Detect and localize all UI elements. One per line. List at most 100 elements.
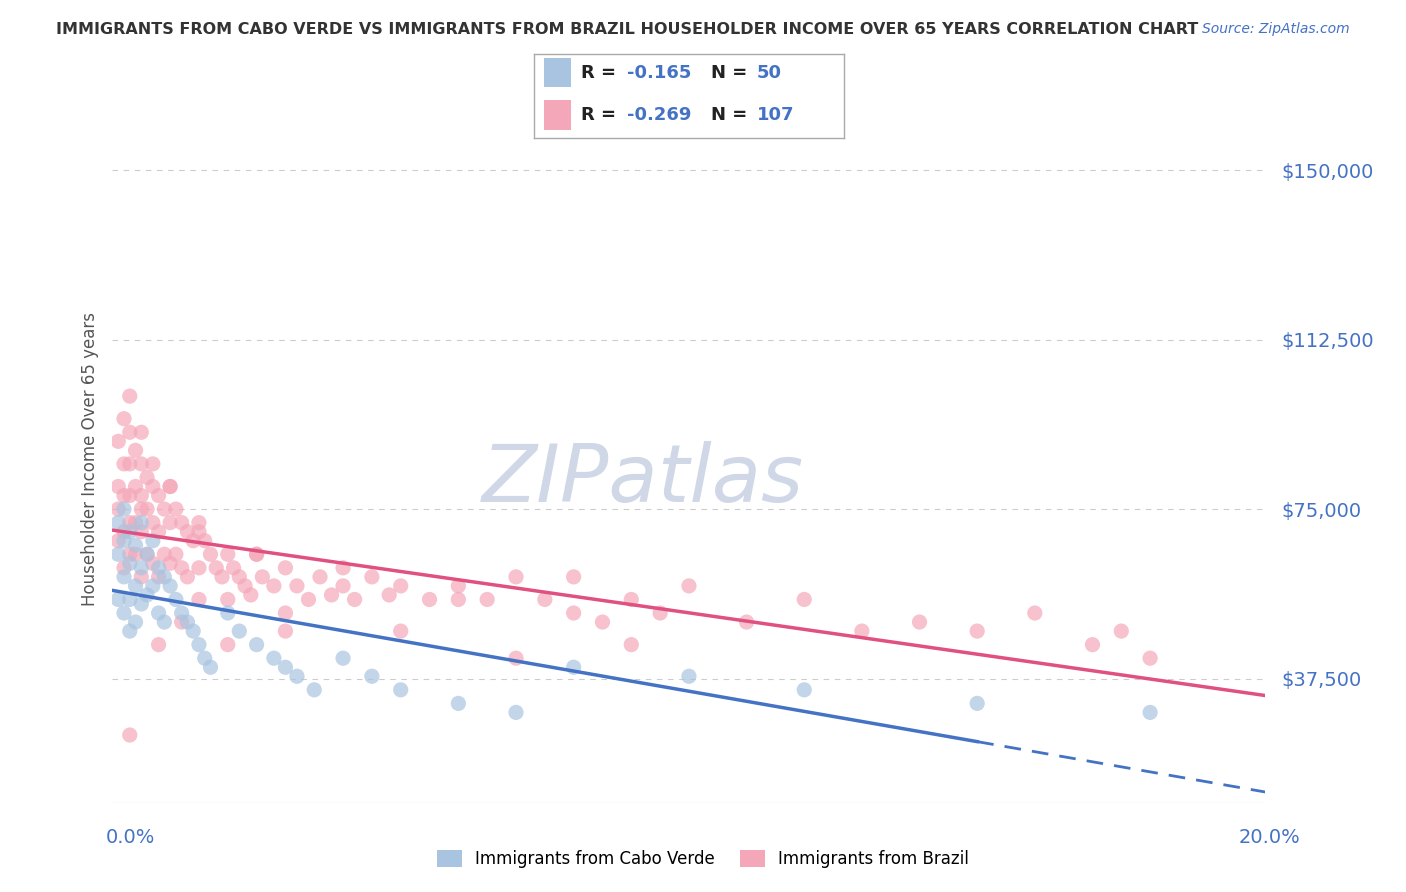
Point	[118, 516, 141, 530]
Point	[389, 579, 412, 593]
Point	[142, 533, 165, 548]
Point	[505, 570, 527, 584]
Point	[159, 579, 181, 593]
Text: 107: 107	[756, 106, 794, 124]
Point	[124, 443, 146, 458]
Point	[188, 516, 211, 530]
Point	[188, 638, 211, 652]
Point	[129, 502, 153, 516]
Point	[447, 697, 470, 711]
Point	[129, 561, 153, 575]
Point	[165, 592, 187, 607]
Point	[148, 606, 170, 620]
Point	[246, 547, 269, 561]
Point	[332, 651, 354, 665]
Text: ZIPatlas: ZIPatlas	[482, 441, 804, 519]
Point	[112, 533, 135, 548]
Text: -0.165: -0.165	[627, 63, 692, 81]
Point	[228, 624, 250, 639]
Point	[562, 660, 585, 674]
Point	[650, 606, 672, 620]
Point	[966, 624, 988, 639]
Point	[505, 706, 527, 720]
Text: IMMIGRANTS FROM CABO VERDE VS IMMIGRANTS FROM BRAZIL HOUSEHOLDER INCOME OVER 65 : IMMIGRANTS FROM CABO VERDE VS IMMIGRANTS…	[56, 22, 1198, 37]
Point	[159, 479, 181, 493]
Point	[222, 561, 245, 575]
Legend: Immigrants from Cabo Verde, Immigrants from Brazil: Immigrants from Cabo Verde, Immigrants f…	[430, 843, 976, 875]
Point	[153, 502, 176, 516]
Point	[332, 579, 354, 593]
Point	[124, 538, 146, 552]
Point	[136, 470, 159, 484]
Point	[181, 624, 204, 639]
Point	[360, 570, 382, 584]
Point	[142, 457, 165, 471]
Point	[148, 561, 170, 575]
Point	[148, 524, 170, 539]
Point	[107, 533, 129, 548]
Point	[136, 547, 159, 561]
Point	[129, 570, 153, 584]
Point	[118, 624, 141, 639]
Point	[332, 561, 354, 575]
Point	[793, 592, 815, 607]
Point	[118, 489, 141, 503]
Point	[176, 615, 198, 629]
Point	[285, 669, 308, 683]
Point	[153, 547, 176, 561]
Point	[297, 592, 319, 607]
Point	[124, 579, 146, 593]
Point	[112, 570, 135, 584]
Point	[200, 547, 222, 561]
Point	[118, 728, 141, 742]
Point	[112, 561, 135, 575]
Point	[188, 524, 211, 539]
Point	[793, 682, 815, 697]
Point	[851, 624, 873, 639]
Point	[112, 524, 135, 539]
Point	[505, 651, 527, 665]
Point	[534, 592, 557, 607]
Point	[159, 557, 181, 571]
Point	[447, 579, 470, 593]
Point	[274, 660, 297, 674]
Text: 20.0%: 20.0%	[1239, 828, 1301, 847]
Point	[170, 561, 193, 575]
Point	[188, 592, 211, 607]
Text: N =: N =	[710, 106, 754, 124]
Point	[966, 697, 988, 711]
Point	[107, 502, 129, 516]
Point	[217, 592, 239, 607]
Point	[107, 434, 129, 449]
Point	[239, 588, 262, 602]
Point	[360, 669, 382, 683]
Point	[129, 516, 153, 530]
Point	[129, 489, 153, 503]
Point	[200, 660, 222, 674]
Point	[1081, 638, 1104, 652]
Point	[107, 479, 129, 493]
Point	[389, 624, 412, 639]
Point	[165, 547, 187, 561]
Point	[233, 579, 256, 593]
Bar	[544, 58, 571, 87]
Point	[309, 570, 332, 584]
Point	[124, 547, 146, 561]
Point	[211, 570, 233, 584]
Point	[136, 547, 159, 561]
Point	[620, 638, 643, 652]
Point	[118, 592, 141, 607]
Y-axis label: Householder Income Over 65 years: Householder Income Over 65 years	[80, 312, 98, 607]
Point	[129, 597, 153, 611]
Point	[735, 615, 758, 629]
Point	[389, 682, 412, 697]
Point	[124, 479, 146, 493]
Point	[274, 561, 297, 575]
Point	[112, 411, 135, 425]
Point	[274, 606, 297, 620]
Point	[678, 579, 700, 593]
Point	[118, 389, 141, 403]
Text: R =: R =	[581, 63, 621, 81]
Point	[194, 533, 217, 548]
Point	[142, 557, 165, 571]
